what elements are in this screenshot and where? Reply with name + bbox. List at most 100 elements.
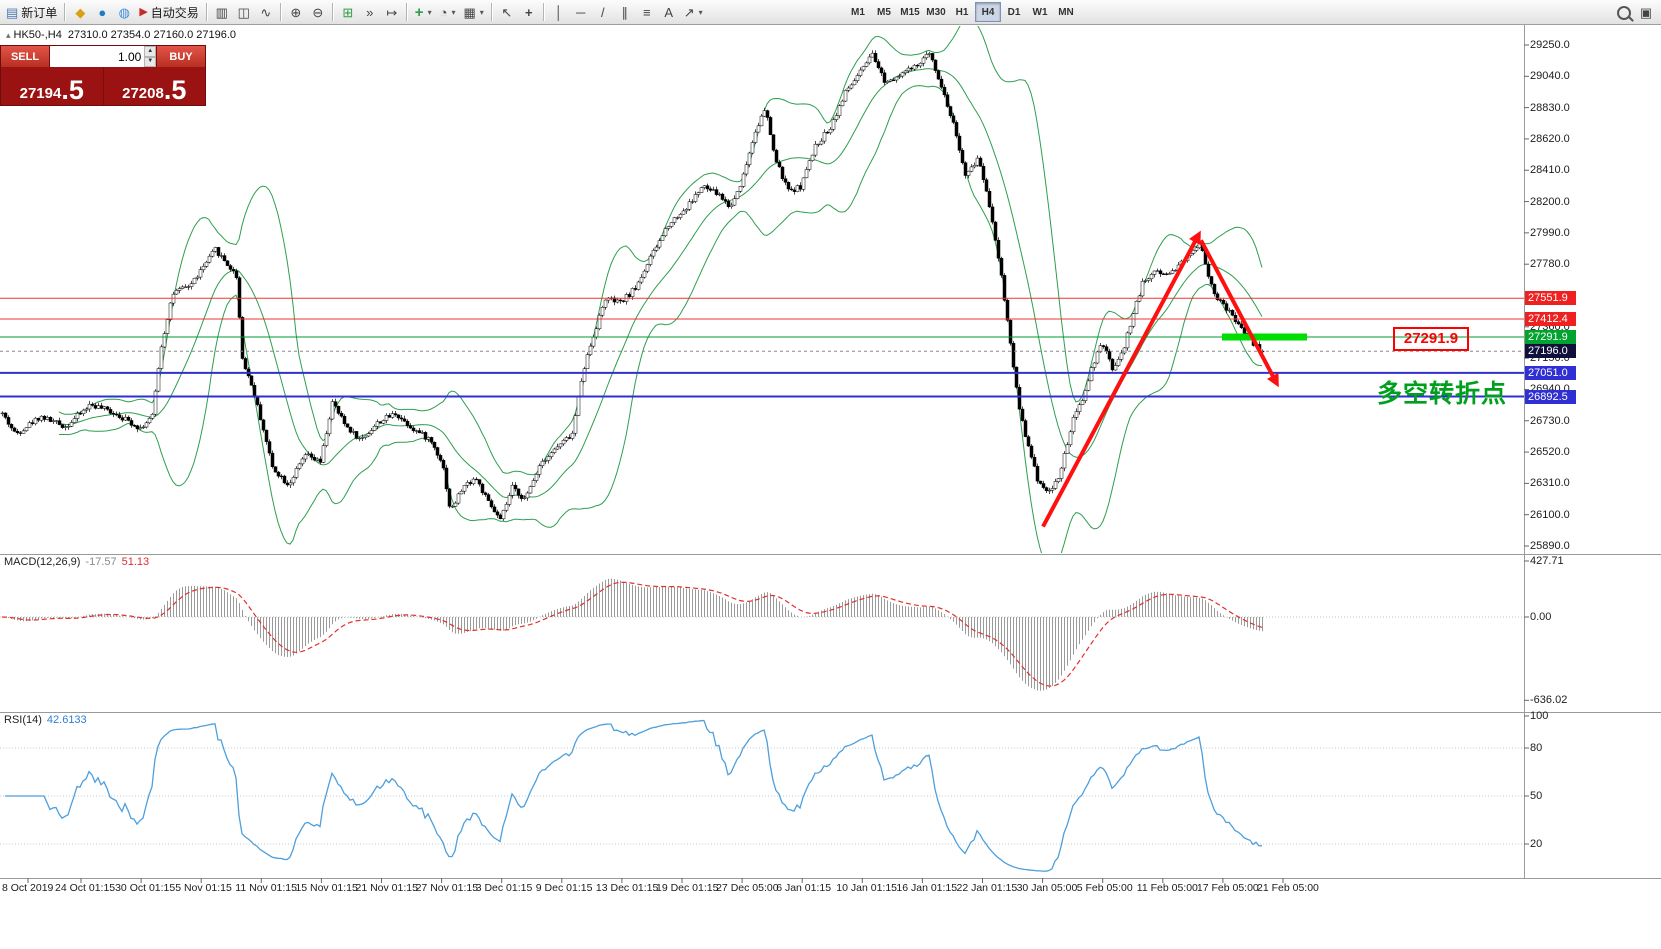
search-button[interactable] bbox=[1613, 2, 1635, 23]
dropdown-arrow-icon: ▾ bbox=[427, 7, 432, 17]
tf-m5[interactable]: M5 bbox=[871, 2, 897, 22]
macd-panel bbox=[0, 578, 1524, 691]
sell-price[interactable]: 27194.5 bbox=[1, 67, 103, 105]
new-window-button[interactable]: ▣ bbox=[1635, 2, 1657, 23]
horizontal-level-lines[interactable] bbox=[0, 297, 1524, 398]
tf-mn[interactable]: MN bbox=[1053, 2, 1079, 22]
volume-input[interactable] bbox=[50, 46, 145, 67]
metaeditor-button[interactable]: ◆ bbox=[69, 2, 91, 23]
tf-h1[interactable]: H1 bbox=[949, 2, 975, 22]
toolbar-separator bbox=[331, 3, 334, 21]
text-icon: A bbox=[664, 4, 674, 20]
trade-panel-controls: SELL BUY bbox=[1, 46, 205, 67]
templates-icon: ▦ bbox=[463, 4, 476, 20]
volume-control bbox=[49, 46, 157, 67]
tile-windows-button[interactable]: ⊞ bbox=[337, 2, 359, 23]
trade-panel-prices: 27194.5 27208.5 bbox=[1, 67, 205, 105]
navigator-icon: ◍ bbox=[118, 4, 130, 20]
rsi-panel bbox=[0, 719, 1524, 872]
buy-price[interactable]: 27208.5 bbox=[102, 67, 206, 105]
sell-price-main: 27194 bbox=[19, 85, 62, 102]
bar-chart-icon: ▥ bbox=[215, 4, 228, 20]
indicators-button[interactable]: + ▾ bbox=[411, 2, 436, 23]
zoom-in-icon: ⊕ bbox=[290, 4, 302, 20]
volume-down-button[interactable] bbox=[144, 56, 156, 67]
auto-trading-icon: ▶ bbox=[139, 5, 148, 18]
volume-spinner bbox=[144, 46, 156, 67]
trendline-button[interactable]: / bbox=[592, 2, 614, 23]
auto-scroll-button[interactable]: » bbox=[359, 2, 381, 23]
sell-price-fraction: .5 bbox=[61, 75, 84, 105]
tf-m1[interactable]: M1 bbox=[845, 2, 871, 22]
volume-up-button[interactable] bbox=[144, 46, 156, 57]
toolbar-groups: ▤ 新订单 ◆ ● ◍ ▶ 自动交易 ▥ ◫ ∿ ⊕ ⊖ ⊞» ↦ + ▾ ◔ ▾ ▦ ▾ ↖ + │ ─ / ∥ ≡ A ↗ ▾ bbox=[2, 0, 707, 24]
auto-trading-button[interactable]: ▶ 自动交易 bbox=[135, 2, 202, 23]
periods-clock-icon: ◔ bbox=[439, 4, 448, 20]
buy-price-main: 27208 bbox=[122, 85, 164, 102]
crosshair-button[interactable]: + bbox=[518, 2, 540, 23]
line-chart-button[interactable]: ∿ bbox=[255, 2, 277, 23]
tf-w1[interactable]: W1 bbox=[1027, 2, 1053, 22]
dropdown-arrow-icon: ▾ bbox=[698, 7, 703, 17]
zoom-in-button[interactable]: ⊕ bbox=[285, 2, 307, 23]
bollinger-bands bbox=[58, 26, 1263, 553]
text-button[interactable]: A bbox=[658, 2, 680, 23]
buy-button[interactable]: BUY bbox=[157, 46, 205, 67]
navigator-button[interactable]: ◍ bbox=[113, 2, 135, 23]
toolbar-separator bbox=[490, 3, 493, 21]
chart-shift-button[interactable]: ↦ bbox=[381, 2, 403, 23]
bar-chart-button[interactable]: ▥ bbox=[211, 2, 233, 23]
auto-scroll-icon: » bbox=[366, 4, 374, 20]
dropdown-arrow-icon: ▾ bbox=[451, 7, 456, 17]
market-watch-icon: ● bbox=[98, 4, 107, 20]
dropdown-arrow-icon: ▾ bbox=[479, 7, 484, 17]
timeframe-toolbar: M1 M5 M15 M30 H1 H4 D1 W1 MN bbox=[845, 2, 1079, 22]
candlestick-icon: ◫ bbox=[237, 4, 250, 20]
toolbar-separator bbox=[279, 3, 282, 21]
one-click-trading-panel: SELL BUY 27194.5 27208.5 bbox=[0, 45, 206, 106]
toolbar: ▤ 新订单 ◆ ● ◍ ▶ 自动交易 ▥ ◫ ∿ ⊕ ⊖ ⊞» ↦ + ▾ ◔ ▾ ▦ ▾ ↖ + │ ─ / ∥ ≡ A ↗ ▾ M1 M… bbox=[0, 0, 1661, 25]
toolbar-separator bbox=[205, 3, 208, 21]
trendline-icon: / bbox=[600, 4, 605, 20]
buy-price-fraction: .5 bbox=[163, 75, 187, 105]
megaphone-icon: ◆ bbox=[75, 4, 86, 20]
templates-button[interactable]: ▦ ▾ bbox=[459, 2, 487, 23]
channel-icon: ∥ bbox=[621, 4, 629, 20]
crosshair-icon: + bbox=[524, 4, 533, 20]
trend-annotations[interactable] bbox=[1041, 230, 1307, 528]
search-icon bbox=[1617, 5, 1631, 20]
toolbar-right: ▣ bbox=[1613, 2, 1657, 23]
chart-shift-icon: ↦ bbox=[386, 4, 398, 20]
new-order-button-label: 新订单 bbox=[21, 5, 58, 20]
fibonacci-button[interactable]: ≡ bbox=[636, 2, 658, 23]
arrows-button[interactable]: ↗ ▾ bbox=[680, 2, 707, 23]
periods-button[interactable]: ◔ ▾ bbox=[436, 2, 460, 23]
chart-frame bbox=[0, 25, 1661, 883]
auto-trading-button-label: 自动交易 bbox=[150, 5, 199, 20]
vertical-line-button[interactable]: │ bbox=[548, 2, 570, 23]
tf-d1[interactable]: D1 bbox=[1001, 2, 1027, 22]
line-chart-icon: ∿ bbox=[260, 4, 272, 20]
toolbar-separator bbox=[542, 3, 545, 21]
arrows-icon: ↗ bbox=[683, 4, 695, 20]
tile-windows-icon: ⊞ bbox=[342, 4, 354, 20]
vertical-line-icon: │ bbox=[554, 4, 563, 20]
new-order-button[interactable]: ▤ 新订单 bbox=[2, 2, 61, 23]
horizontal-line-button[interactable]: ─ bbox=[570, 2, 592, 23]
cursor-button[interactable]: ↖ bbox=[496, 2, 518, 23]
candlestick-chart-button[interactable]: ◫ bbox=[233, 2, 255, 23]
toolbar-separator bbox=[64, 3, 67, 21]
tf-m30[interactable]: M30 bbox=[923, 2, 949, 22]
zoom-out-button[interactable]: ⊖ bbox=[307, 2, 329, 23]
fibonacci-icon: ≡ bbox=[642, 4, 651, 20]
window-icon: ▣ bbox=[1639, 5, 1653, 20]
tf-h4[interactable]: H4 bbox=[975, 2, 1001, 22]
market-watch-button[interactable]: ● bbox=[91, 2, 113, 23]
channel-button[interactable]: ∥ bbox=[614, 2, 636, 23]
tf-m15[interactable]: M15 bbox=[897, 2, 923, 22]
sell-button[interactable]: SELL bbox=[1, 46, 49, 67]
candlesticks bbox=[0, 50, 1265, 521]
toolbar-separator bbox=[405, 3, 408, 21]
